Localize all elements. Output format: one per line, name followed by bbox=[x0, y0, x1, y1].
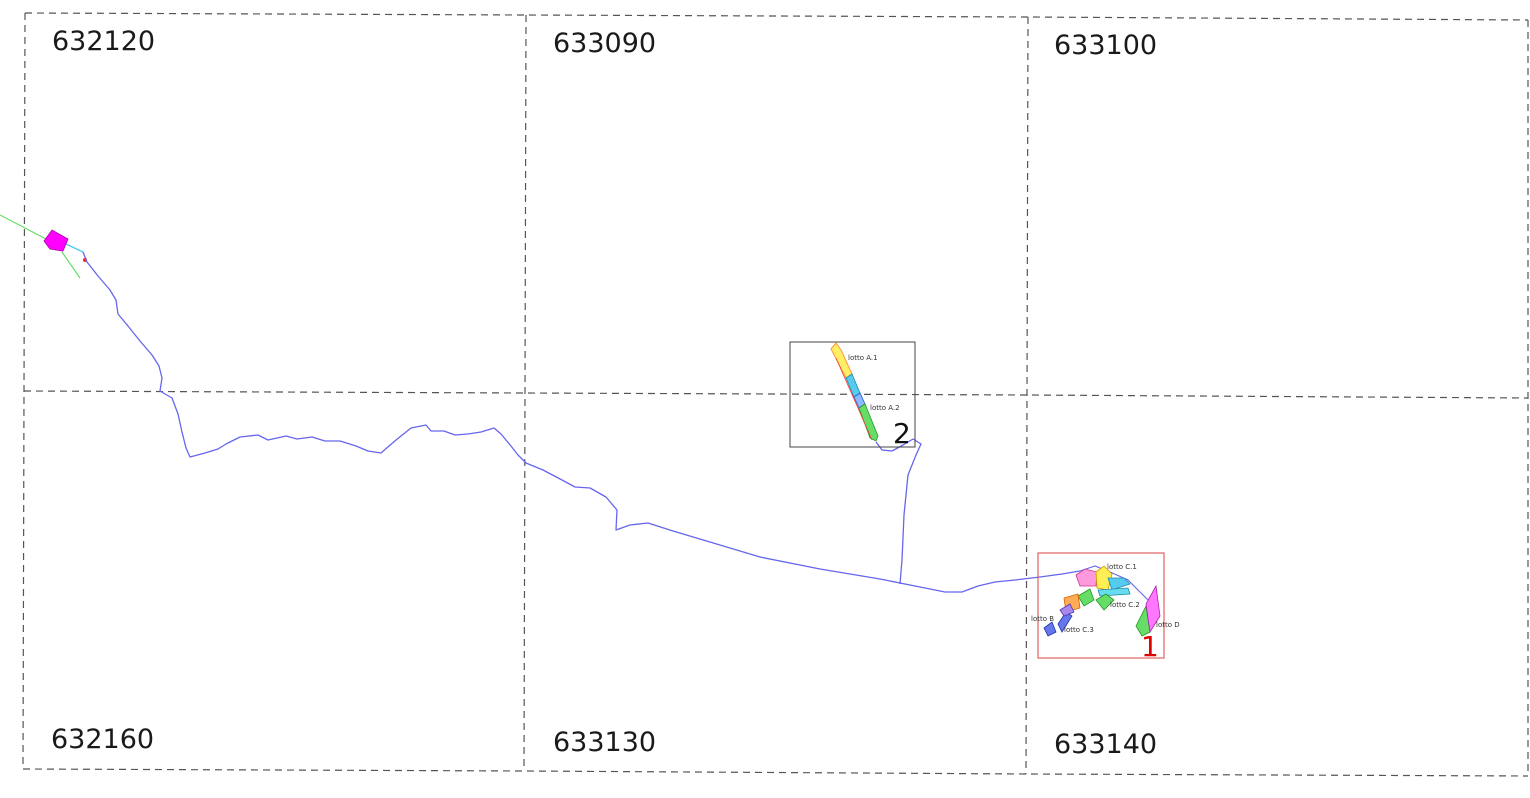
sheet-label-632120: 632120 bbox=[52, 26, 155, 57]
lot-label-a2: lotto A.2 bbox=[870, 404, 900, 412]
lot-c3-blue bbox=[1057, 611, 1073, 633]
lot-c3-purple bbox=[1059, 603, 1075, 617]
area-number-1: 1 bbox=[1141, 630, 1159, 663]
magenta-building bbox=[43, 229, 69, 252]
start-facility bbox=[0, 214, 87, 279]
lot-label-c1: lotto C.1 bbox=[1107, 563, 1137, 571]
area-number-2: 2 bbox=[893, 417, 911, 450]
route-branch-north bbox=[875, 438, 922, 585]
lot-c2-green-mid bbox=[1095, 593, 1115, 611]
grid-horizontal-middle bbox=[23, 390, 1529, 399]
cyan-connector bbox=[65, 243, 84, 253]
route-main bbox=[82, 251, 1081, 593]
lot-c2-green-left bbox=[1077, 588, 1095, 607]
green-line-south bbox=[61, 251, 81, 279]
sheet-label-632160: 632160 bbox=[51, 724, 154, 755]
sheet-label-633100: 633100 bbox=[1054, 30, 1157, 61]
grid-vertical-2 bbox=[1025, 16, 1029, 775]
grid-top-border bbox=[24, 12, 1529, 21]
sheet-label-633130: 633130 bbox=[553, 727, 656, 758]
lot-label-c2: lotto C.2 bbox=[1110, 601, 1140, 609]
lot-a1-parcel bbox=[830, 342, 853, 379]
area-1-frame bbox=[1037, 552, 1165, 659]
lot-label-a1: lotto A.1 bbox=[848, 354, 878, 362]
grid-bottom-border bbox=[22, 768, 1529, 777]
lot-a2b-parcel bbox=[858, 403, 879, 442]
lot-d-magenta bbox=[1145, 584, 1161, 634]
area-2: lotto A.1 lotto A.2 2 bbox=[789, 341, 916, 450]
lot-b-blue bbox=[1043, 621, 1057, 637]
grid-vertical-1 bbox=[523, 14, 527, 772]
green-line-west bbox=[0, 214, 49, 241]
sheet-grid bbox=[22, 12, 1529, 777]
route-branch-area1 bbox=[1079, 565, 1149, 601]
lot-c1-cyan bbox=[1107, 577, 1131, 591]
lot-label-d: lotto D bbox=[1156, 621, 1180, 629]
lot-label-b: lotto B bbox=[1031, 615, 1054, 623]
area-1: lotto C.1 lotto C.2 lotto B lotto C.3 lo… bbox=[1031, 552, 1180, 663]
lot-a-red-edge bbox=[835, 357, 873, 441]
area-2-frame bbox=[789, 341, 916, 448]
sheet-label-633140: 633140 bbox=[1054, 729, 1157, 760]
sheet-label-633090: 633090 bbox=[553, 28, 656, 59]
lot-label-c3: lotto C.3 bbox=[1064, 626, 1094, 634]
